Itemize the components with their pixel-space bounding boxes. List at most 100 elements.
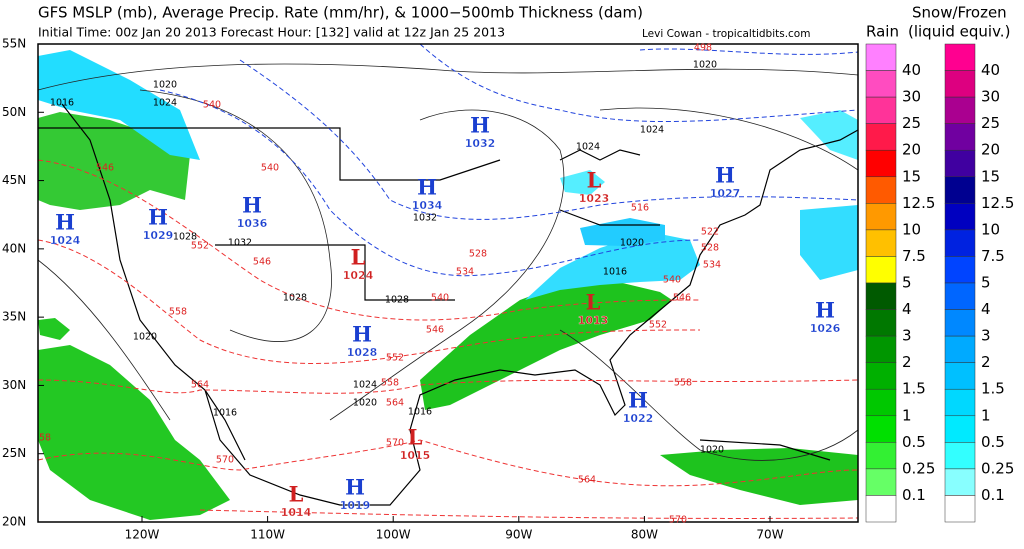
lat-label: 50N: [2, 105, 26, 119]
snow-legend-swatch: [944, 282, 976, 310]
snow-legend-swatch: [944, 70, 976, 98]
overlay: 55N 50N 45N 40N 35N 30N 25N 20N 120W 110W 100W 90W 8…: [2, 37, 1014, 542]
snow-legend-title: (liquid equiv.): [908, 23, 1010, 41]
rain-legend-swatch: [865, 495, 897, 523]
lat-label: 25N: [2, 446, 26, 460]
snow-legend-swatch: [944, 335, 976, 363]
rain-legend-level: 25: [902, 114, 921, 132]
rain-legend-level: 5: [902, 274, 912, 292]
isobar-label: 1032: [228, 238, 252, 249]
isobar-label: 1020: [353, 398, 377, 409]
thickness-label: 540: [431, 293, 449, 304]
snow-legend-level: 15: [981, 167, 1000, 185]
pressure-center-symbol: H: [352, 322, 372, 347]
pressure-center-value: 1028: [347, 346, 378, 359]
rain-legend-level: 7.5: [902, 247, 926, 265]
rain-legend-swatch: [865, 149, 897, 178]
isobar-label: 1020: [693, 60, 717, 71]
thickness-label: 540: [663, 275, 681, 286]
snow-legend-level: 25: [981, 114, 1000, 132]
thickness-label: 564: [191, 380, 209, 391]
snow-legend-level: 20: [981, 141, 1000, 159]
isobar-label: 1024: [576, 142, 600, 153]
rain-legend-swatch: [865, 256, 897, 284]
pressure-center-value: 1032: [465, 137, 496, 150]
thickness-label: 546: [673, 293, 691, 304]
isobar-label: 1016: [50, 98, 74, 109]
thickness-label: 534: [456, 267, 474, 278]
isobar-label: 1028: [173, 232, 197, 243]
lon-label: 90W: [505, 528, 532, 542]
pressure-center-symbol: L: [289, 482, 304, 507]
pressure-center-symbol: L: [587, 168, 602, 193]
thickness-label: 564: [578, 475, 596, 486]
isobar-label: 1020: [700, 445, 724, 456]
thickness-label: 552: [649, 320, 667, 331]
pressure-center-value: 1036: [237, 217, 268, 230]
thickness-label: 570: [216, 455, 234, 466]
pressure-center-symbol: H: [55, 210, 75, 235]
rain-legend-level: 1: [902, 406, 912, 424]
snow-legend-swatch: [944, 256, 976, 284]
thickness-label: 516: [631, 203, 649, 214]
snow-legend-level: 0.25: [981, 459, 1014, 477]
rain-legend-level: 0.1: [902, 486, 926, 504]
rain-legend-title: Rain: [866, 23, 899, 41]
pressure-center-value: 1024: [50, 234, 81, 247]
snow-legend-level: 5: [981, 274, 991, 292]
isobar-label: 1016: [408, 407, 432, 418]
rain-legend-swatch: [865, 96, 897, 124]
snow-legend-swatch: [944, 229, 976, 257]
snow-legend-swatch: [944, 388, 976, 417]
isobar-label: 1016: [213, 408, 237, 419]
isobar-label: 1020: [620, 238, 644, 249]
snow-legend-level: 30: [981, 88, 1000, 106]
snow-legend-level: 0.5: [981, 433, 1005, 451]
isobar-label: 1028: [385, 295, 409, 306]
rain-legend-swatch: [865, 282, 897, 310]
pressure-center-value: 1029: [143, 229, 174, 242]
snow-legend-level: 1: [981, 406, 991, 424]
lat-label: 45N: [2, 173, 26, 187]
rain-legend-swatch: [865, 309, 897, 337]
title: GFS MSLP (mb), Average Precip. Rate (mm/…: [38, 4, 643, 22]
rain-legend-level: 3: [902, 327, 912, 345]
thickness-label: 58: [39, 433, 51, 444]
rain-legend-level: 2: [902, 353, 912, 371]
thickness-label: 558: [381, 378, 399, 389]
pressure-center-value: 1024: [343, 269, 374, 282]
rain-legend-swatch: [865, 415, 897, 443]
snow-legend-swatch: [944, 96, 976, 124]
pressure-center-symbol: H: [470, 113, 490, 138]
thickness-label: 528: [469, 249, 487, 260]
rain-legend-swatch: [865, 203, 897, 231]
pressure-center-symbol: H: [242, 193, 262, 218]
pressure-center-value: 1015: [400, 449, 431, 462]
lon-label: 100W: [376, 528, 411, 542]
isobar-label: 1028: [283, 293, 307, 304]
rain-legend-swatch: [865, 229, 897, 257]
thickness-label: 534: [703, 260, 721, 271]
pressure-center-value: 1022: [623, 412, 654, 425]
pressure-center-symbol: H: [345, 475, 365, 500]
rain-legend-level: 20: [902, 141, 921, 159]
pressure-center-symbol: L: [351, 245, 366, 270]
thickness-label: 546: [96, 163, 114, 174]
lon-label: 70W: [756, 528, 783, 542]
snow-legend-level: 10: [981, 220, 1000, 238]
isobar-label: 1024: [353, 380, 377, 391]
lat-label: 55N: [2, 37, 26, 51]
lon-label: 80W: [631, 528, 658, 542]
rain-legend-swatch: [865, 362, 897, 390]
pressure-center-symbol: L: [586, 290, 601, 315]
thickness-label: 558: [674, 378, 692, 389]
rain-legend-swatch: [865, 123, 897, 151]
pressure-center-value: 1014: [281, 506, 312, 519]
thickness-label: 546: [426, 325, 444, 336]
rain-legend-level: 15: [902, 167, 921, 185]
rain-legend-swatch: [865, 468, 897, 496]
rain-legend-swatch: [865, 176, 897, 204]
thickness-label: 570: [669, 515, 687, 526]
